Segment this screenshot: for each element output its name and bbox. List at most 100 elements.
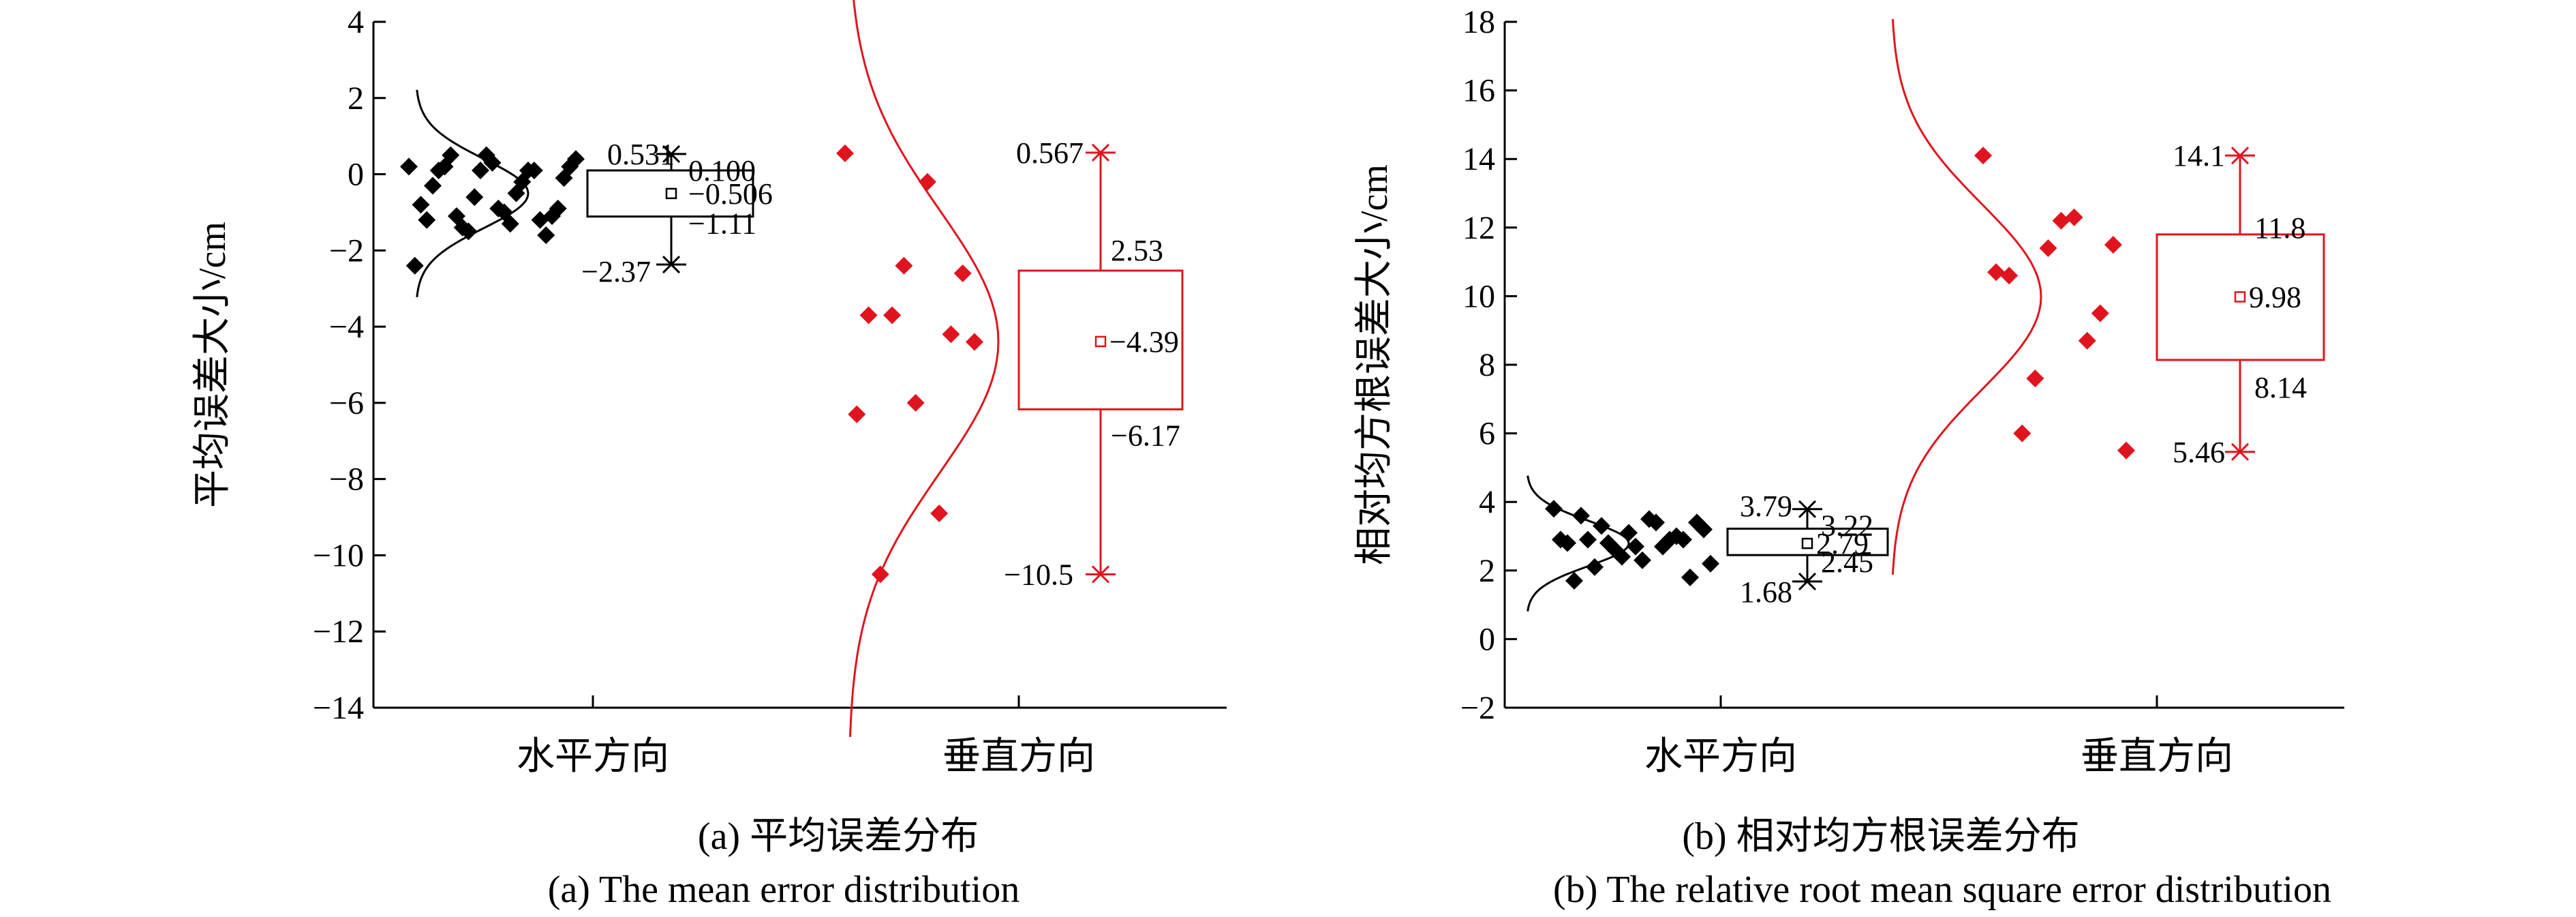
whisker-cross-max <box>1798 500 1817 518</box>
data-point <box>2000 267 2019 285</box>
y-tick-label: 8 <box>1479 347 1495 383</box>
mean-marker <box>665 187 677 200</box>
data-point <box>1559 534 1576 552</box>
y-tick-label: −10 <box>313 537 364 573</box>
x-category-label: 水平方向 <box>517 736 669 778</box>
data-point <box>1620 524 1638 542</box>
y-tick-label: 4 <box>348 4 364 40</box>
annotation-max: 0.531 <box>607 138 675 171</box>
data-point <box>2013 424 2031 442</box>
annotation-max: 14.1 <box>2173 139 2225 172</box>
data-point <box>1695 520 1713 539</box>
series-horizontal: 0.531 0.100−0.506−1.11 −2.37 <box>400 89 773 297</box>
normal-curve <box>1891 18 2042 575</box>
data-point <box>1987 263 2006 282</box>
data-point <box>465 188 484 207</box>
data-point <box>1974 147 1992 165</box>
data-point <box>953 264 972 282</box>
series-vertical: 14.1 11.8 9.98 8.14 5.46 <box>1891 18 2325 575</box>
data-point <box>472 161 489 179</box>
mean-marker <box>2234 291 2246 303</box>
y-tick-label: −12 <box>313 614 364 650</box>
data-point <box>1545 500 1563 518</box>
data-point <box>930 504 949 522</box>
x-category-label: 垂直方向 <box>2081 736 2233 778</box>
series-vertical: 0.567 2.53 −4.39 −6.17 −10.5 <box>836 0 1184 737</box>
whisker-cross-min <box>1798 572 1817 590</box>
annotation-mean: 9.98 <box>2249 280 2301 314</box>
annotation-mean: −4.39 <box>1109 325 1179 359</box>
data-point <box>1661 530 1678 549</box>
y-tick-label: 4 <box>1479 484 1495 520</box>
data-point <box>489 199 508 217</box>
data-point <box>836 144 854 162</box>
y-axis-label: 平均误差大小/cm <box>191 222 234 508</box>
y-tick-label: 2 <box>1479 553 1495 589</box>
y-tick-label: 16 <box>1462 73 1495 109</box>
mean-marker <box>1801 537 1813 550</box>
data-point <box>2039 239 2057 257</box>
normal-curve <box>1527 475 1630 612</box>
data-point <box>2078 331 2096 350</box>
panel-b-rmse: 18 16 14 12 10 8 6 4 2 0 −2 相对均方根误差大小/cm 水平方向 垂直方向 3.7… <box>1353 4 2344 778</box>
data-point <box>1681 568 1699 586</box>
data-point <box>883 306 902 325</box>
data-point <box>1579 530 1597 549</box>
data-point <box>412 196 430 214</box>
data-point <box>1565 571 1583 590</box>
data-point <box>1627 537 1644 556</box>
data-point <box>531 211 549 229</box>
annotation-max: 3.79 <box>1740 490 1792 523</box>
data-point <box>448 207 465 226</box>
annotation-min: −2.37 <box>581 255 651 288</box>
data-point <box>507 184 525 202</box>
data-point <box>918 172 936 191</box>
annotation-q1: −1.11 <box>688 207 756 241</box>
data-point <box>942 325 960 344</box>
normal-curve <box>848 0 1000 737</box>
whisker-cross-min <box>662 255 681 274</box>
series-horizontal: 3.79 3.222.792.45 1.68 <box>1527 475 1889 612</box>
caption-a-en: (a) The mean error distribution <box>548 869 1020 911</box>
annotation-q3: 0.100 <box>688 154 756 187</box>
data-point <box>2065 208 2083 226</box>
data-point <box>2026 370 2044 388</box>
data-point <box>2117 441 2135 460</box>
y-tick-label: 0 <box>348 157 364 193</box>
data-point <box>1702 554 1719 573</box>
whisker-cross-max <box>662 145 681 163</box>
data-point <box>906 393 925 412</box>
caption-b-en: (b) The relative root mean square error … <box>1553 869 2331 911</box>
data-point <box>424 177 442 195</box>
annotation-q1: −6.17 <box>1111 419 1180 452</box>
data-point <box>848 405 866 423</box>
y-tick-label: −4 <box>329 309 364 345</box>
y-tick-label: 0 <box>1479 621 1495 657</box>
mean-marker <box>1094 335 1107 348</box>
normal-curve <box>416 89 530 297</box>
data-point <box>1593 517 1610 535</box>
y-tick-label: −6 <box>329 385 364 421</box>
data-point <box>405 256 424 275</box>
data-point <box>1613 547 1631 566</box>
y-tick-label: 10 <box>1462 278 1495 314</box>
y-axis-label: 相对均方根误差大小/cm <box>1353 164 1396 565</box>
data-point <box>477 146 495 164</box>
annotation-min: 1.68 <box>1740 575 1792 609</box>
data-point <box>871 565 889 584</box>
data-point <box>537 226 555 244</box>
annotation-mean: 2.79 <box>1816 527 1869 560</box>
y-tick-label: −2 <box>1460 690 1495 726</box>
data-point <box>519 161 537 179</box>
whisker-cross-max <box>1091 143 1110 162</box>
data-point <box>400 157 418 176</box>
data-point <box>2052 211 2070 230</box>
data-point <box>966 333 983 351</box>
x-category-label: 水平方向 <box>1644 736 1797 778</box>
y-tick-label: 14 <box>1462 141 1495 177</box>
y-tick-label: −8 <box>329 462 364 498</box>
y-tick-label: −2 <box>329 232 364 269</box>
annotation-q1: 2.45 <box>1821 545 1873 579</box>
